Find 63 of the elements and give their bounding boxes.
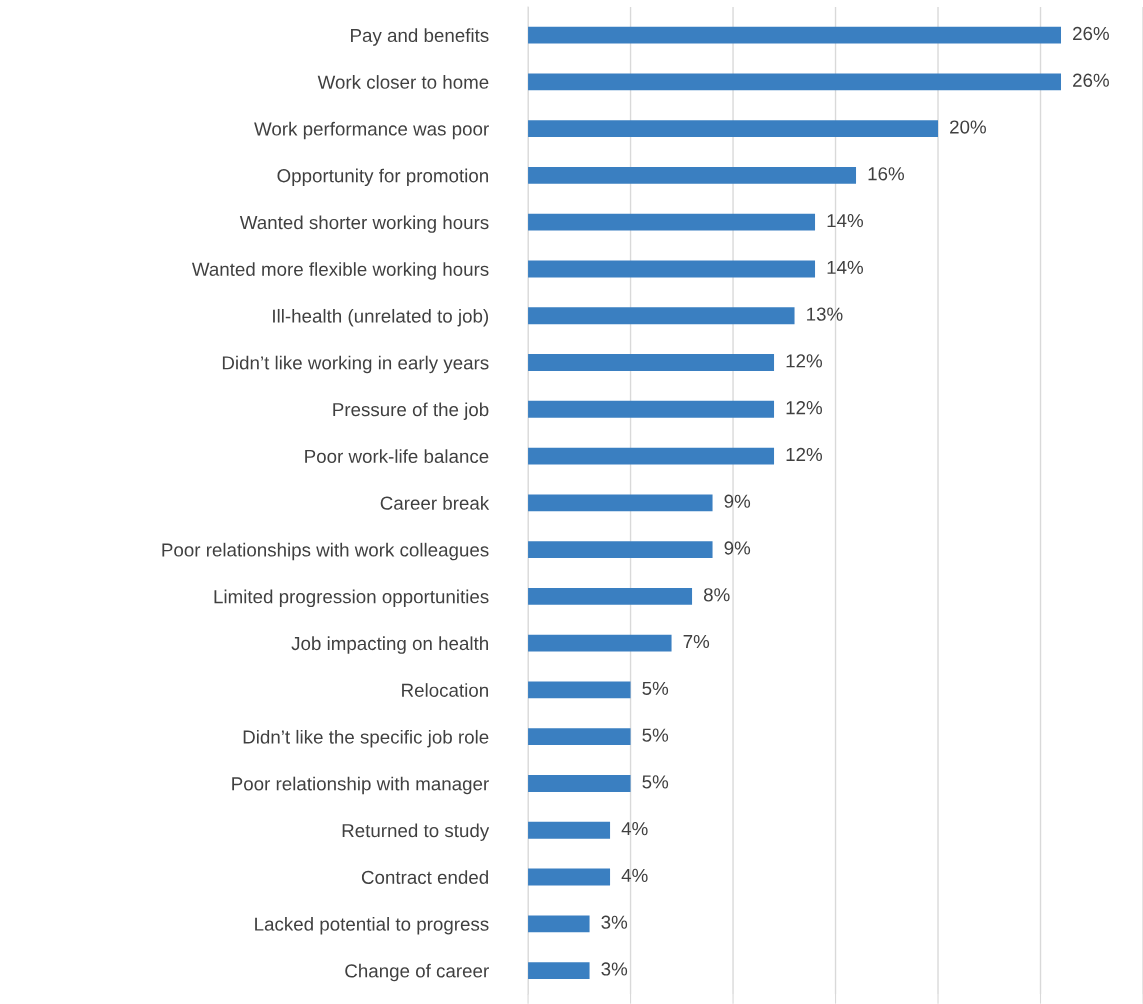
data-label: 4% [621,868,648,882]
data-label: 5% [642,775,669,789]
y-tick-label: Didn’t like the specific job role [243,729,489,748]
data-label: 26% [1073,26,1109,41]
data-label: 12% [786,401,823,415]
data-label: 4% [621,822,648,836]
bar [528,681,631,699]
bar [528,400,775,418]
data-label: 14% [827,260,864,274]
bar [528,541,713,559]
bar [528,587,693,605]
y-tick-label: Career break [380,496,490,510]
y-tick-label: Returned to study [342,823,490,841]
bar [528,728,631,746]
data-label: 26% [1073,73,1109,87]
data-label: 12% [786,354,823,368]
data-label: 8% [703,588,730,602]
bar [528,26,1062,44]
y-tick-label: Wanted shorter working hours [239,215,489,233]
data-label: 16% [868,167,904,181]
bar [528,634,672,652]
bar [528,120,939,138]
data-label: 13% [807,307,843,321]
data-label: 5% [642,681,669,695]
bar [528,821,611,839]
y-tick-label: Limited progression opportunities [214,589,489,608]
y-tick-label: Job impacting on health [291,636,488,654]
data-label: 9% [724,541,751,555]
bar [528,775,631,792]
y-tick-label: Contract ended [361,870,488,884]
bar [528,868,611,886]
bar [528,447,775,465]
bar [528,73,1062,91]
y-tick-label: Pay and benefits [351,28,489,46]
y-tick-label: Wanted more flexible working hours [191,262,489,280]
data-label: 3% [601,962,628,976]
data-label: 12% [786,447,823,462]
y-tick-label: Work closer to home [317,75,489,89]
y-tick-label: Poor work-life balance [305,449,489,464]
bar [528,167,857,184]
bar [528,354,775,371]
y-tick-label: Opportunity for promotion [277,168,488,187]
bar [528,307,795,325]
bar [528,260,816,278]
y-tick-label: Poor relationships with work colleagues [162,542,489,561]
data-label: 14% [827,214,864,228]
y-tick-label: Relocation [402,683,488,697]
y-tick-label: Poor relationship with manager [232,776,489,795]
data-label: 7% [683,634,710,649]
bar [528,915,590,933]
data-label: 20% [950,120,986,134]
bar [528,213,816,231]
data-label: 3% [601,915,628,929]
y-tick-label: Change of career [345,963,489,982]
y-tick-label: Ill-health (unrelated to job) [273,308,489,327]
y-tick-label: Didn’t like working in early years [222,355,489,374]
y-tick-label: Lacked potential to progress [255,917,489,935]
data-label: 5% [642,728,669,742]
data-label: 9% [724,494,751,508]
bar [528,962,590,979]
y-tick-label: Work performance was poor [254,121,489,140]
y-tick-label: Pressure of the job [333,402,489,420]
bar [528,494,713,512]
